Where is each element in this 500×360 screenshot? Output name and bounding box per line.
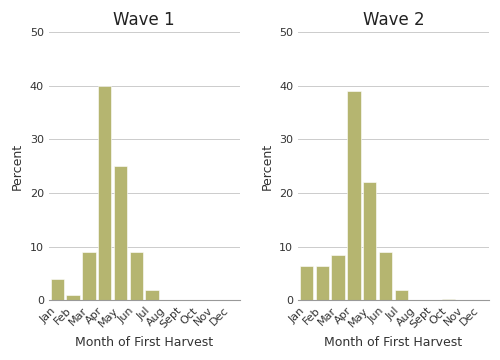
Bar [300,266,314,301]
Bar [82,252,96,301]
Bar [66,295,80,301]
Bar [348,91,360,301]
Y-axis label: Percent: Percent [11,143,24,190]
Bar [442,299,456,301]
Bar [316,266,329,301]
Y-axis label: Percent: Percent [260,143,274,190]
Bar [379,252,392,301]
Bar [394,290,408,301]
Bar [130,252,143,301]
Bar [50,279,64,301]
Bar [332,255,345,301]
X-axis label: Month of First Harvest: Month of First Harvest [75,336,213,349]
Bar [98,86,112,301]
Title: Wave 2: Wave 2 [362,11,424,29]
Bar [146,290,158,301]
X-axis label: Month of First Harvest: Month of First Harvest [324,336,462,349]
Title: Wave 1: Wave 1 [114,11,175,29]
Bar [363,183,376,301]
Bar [114,166,127,301]
